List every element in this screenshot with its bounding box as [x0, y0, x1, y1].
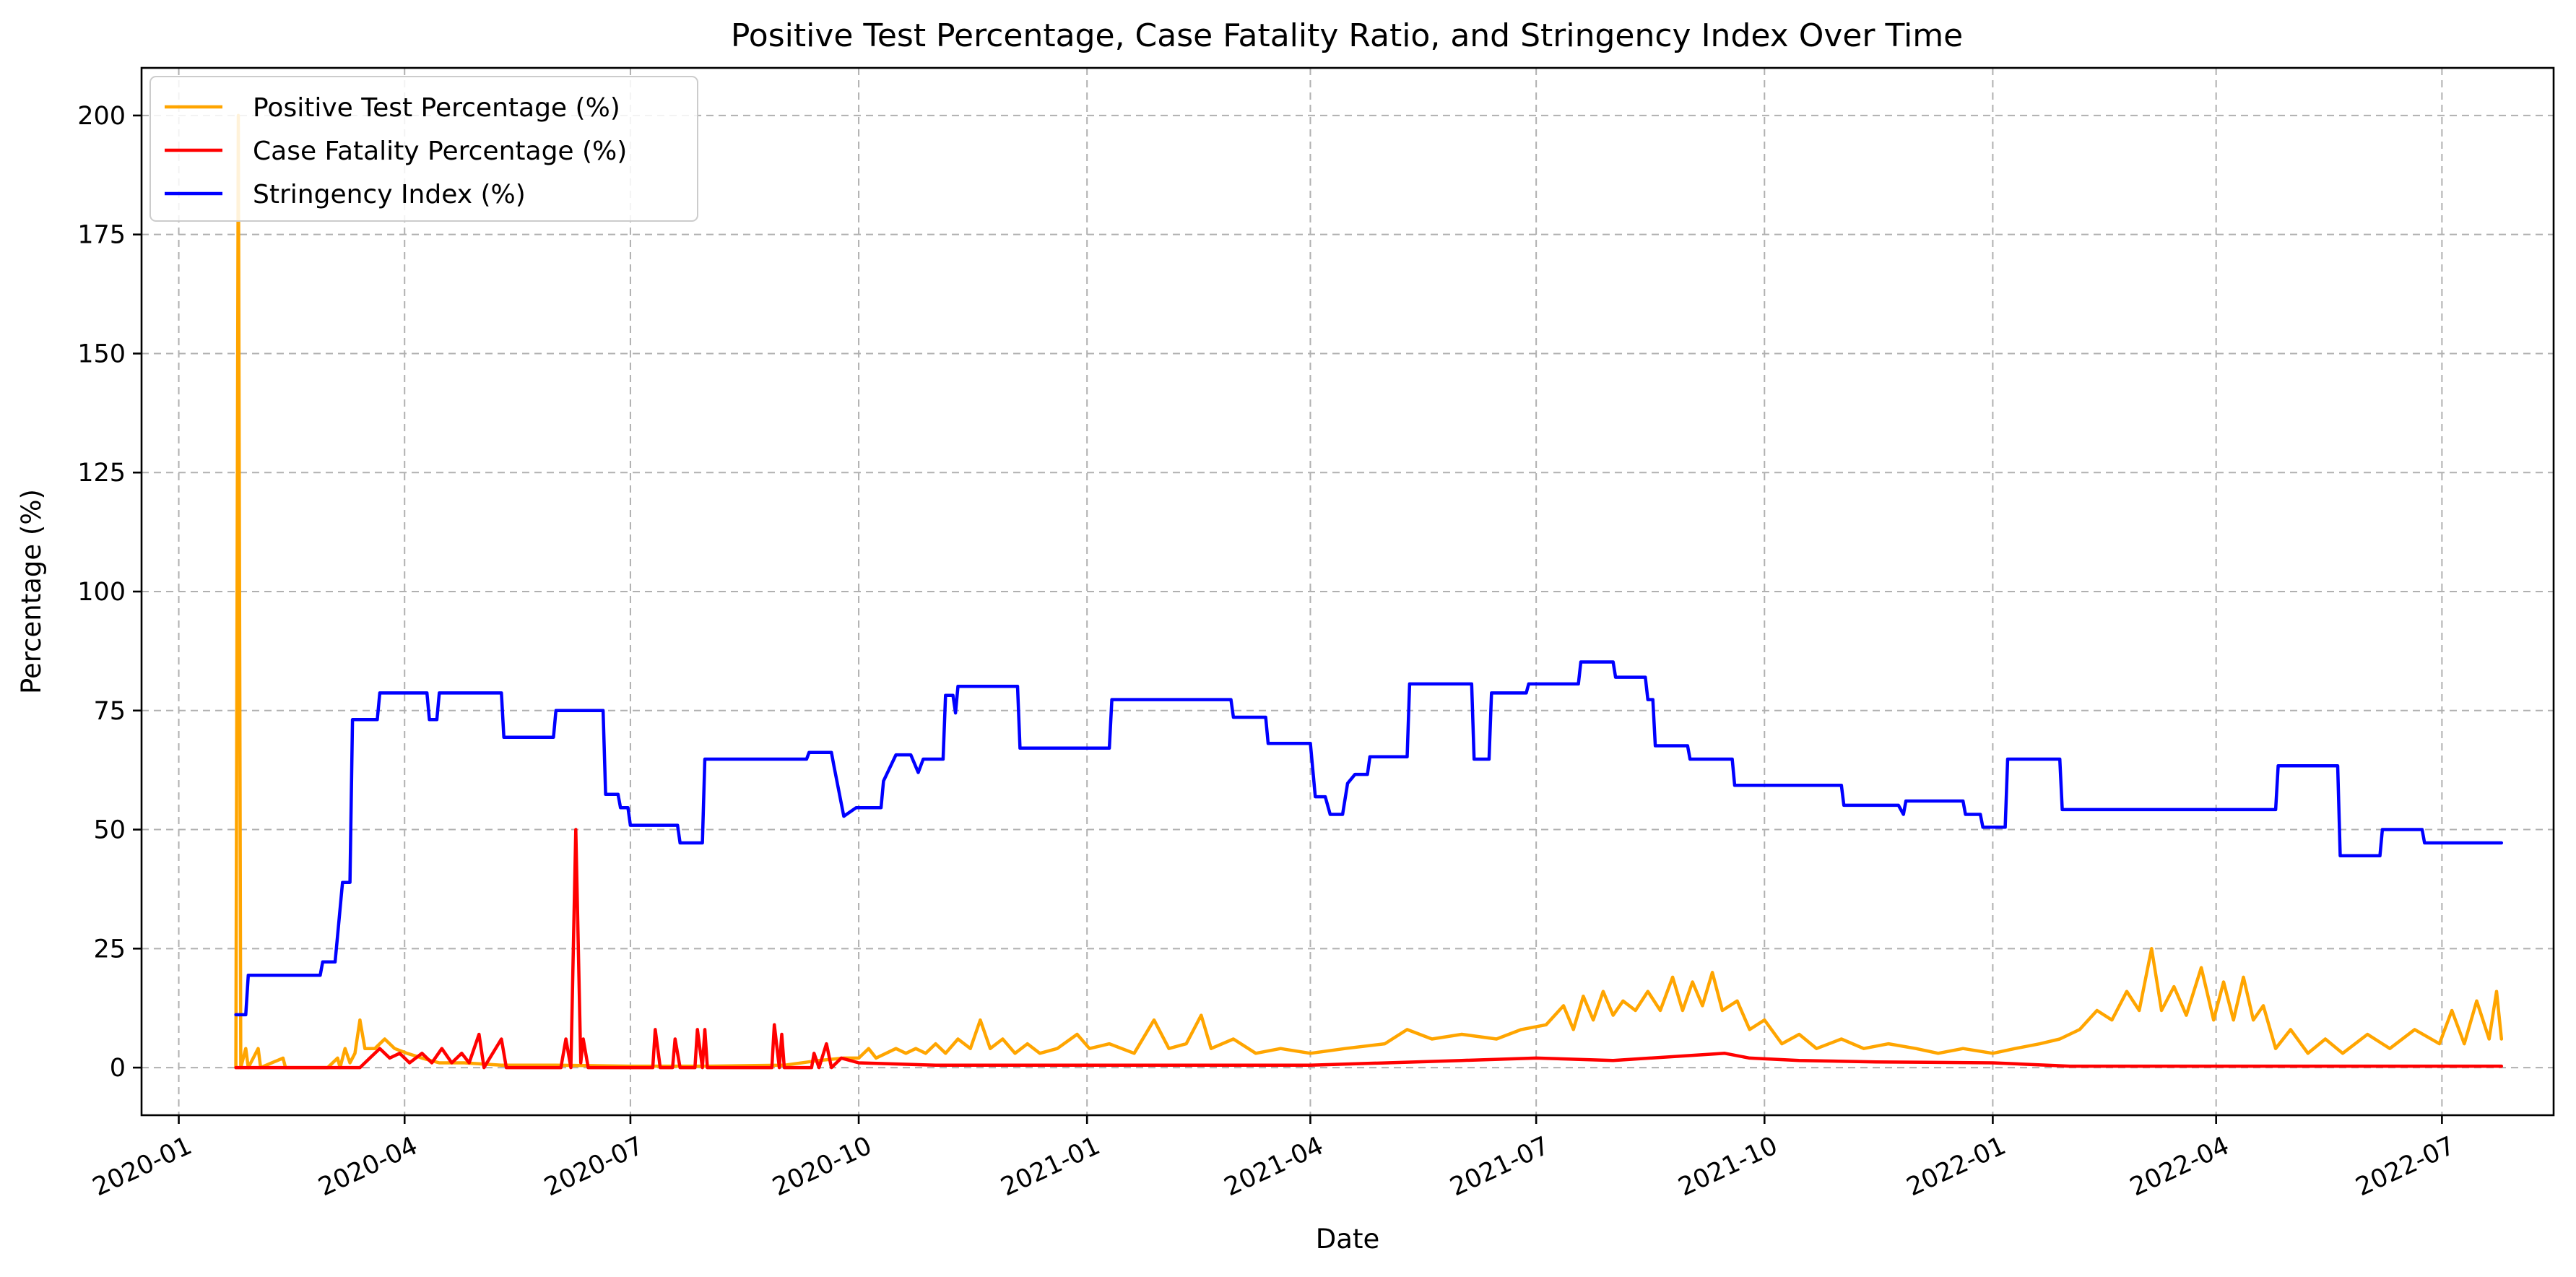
y-axis-label: Percentage (%)	[16, 489, 47, 694]
legend: Positive Test Percentage (%) Case Fatali…	[149, 76, 698, 222]
legend-label-fatality: Case Fatality Percentage (%)	[253, 137, 627, 166]
y-tick-label: 150	[77, 339, 126, 368]
y-tick-label: 25	[93, 935, 126, 964]
stringency-index-line	[234, 660, 2504, 1017]
positive-test-line	[234, 113, 2504, 1070]
y-tick-label: 200	[77, 102, 126, 131]
legend-label-positive: Positive Test Percentage (%)	[253, 93, 620, 123]
x-axis-label: Date	[1316, 1224, 1379, 1255]
series-lines	[234, 113, 2504, 1070]
y-tick-label: 0	[110, 1054, 126, 1083]
chart-title: Positive Test Percentage, Case Fatality …	[731, 17, 1963, 54]
y-tick-label: 100	[77, 578, 126, 607]
y-tick-label: 75	[93, 697, 126, 726]
grid	[142, 68, 2554, 1115]
legend-label-stringency: Stringency Index (%)	[253, 180, 526, 209]
y-tick-label: 175	[77, 221, 126, 250]
case-fatality-line	[234, 828, 2504, 1070]
legend-box	[149, 76, 698, 222]
y-axis: 0 25 50 75 100 125 150 175 200	[77, 102, 142, 1083]
y-tick-label: 125	[77, 459, 126, 488]
y-tick-label: 50	[93, 816, 126, 845]
